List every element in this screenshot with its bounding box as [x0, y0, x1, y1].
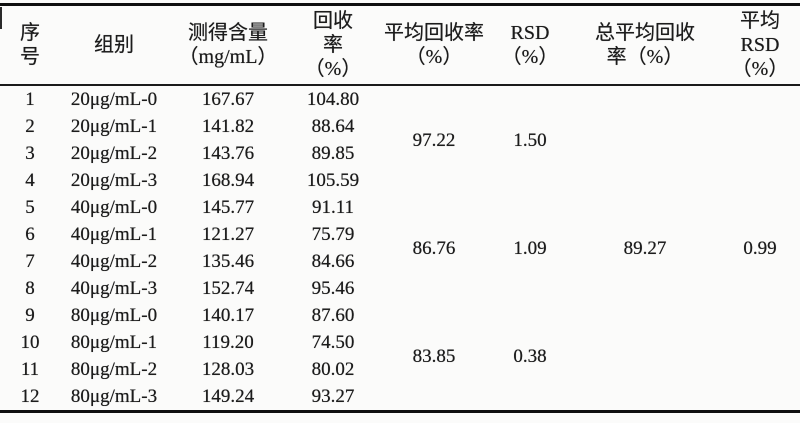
cell-group: 40μg/mL-0	[70, 197, 158, 218]
col-header-group: 组别	[94, 34, 134, 56]
col-header-recovery: 回收 率 （%）	[304, 10, 362, 80]
cell-rsd: 0.38	[513, 345, 547, 367]
cell-measured-content: 119.20	[202, 332, 254, 353]
cell-avg-rsd: 0.99	[743, 237, 777, 259]
cell-recovery: 75.79	[311, 224, 355, 245]
cell-measured-content: 135.46	[201, 251, 255, 272]
cell-serial-no: 7	[25, 251, 35, 272]
cell-group: 20μg/mL-3	[70, 170, 158, 191]
cell-serial-no: 5	[25, 197, 35, 218]
cell-rsd: 1.09	[513, 237, 547, 259]
cell-group: 80μg/mL-2	[70, 359, 158, 380]
scanned-table-page: 序 号 组别 测得含量 （mg/mL） 回收 率 （%） 平均回收率 （%） R…	[0, 3, 800, 423]
cell-serial-no: 3	[25, 143, 35, 164]
cell-measured-content: 141.82	[201, 116, 255, 137]
cell-avg-recovery: 83.85	[412, 345, 456, 367]
cell-total-avg-recovery: 89.27	[623, 237, 667, 259]
cell-recovery: 84.66	[311, 251, 355, 272]
table-row: 11 80μg/mL-2 128.03 80.02	[0, 356, 800, 383]
cell-recovery: 88.64	[311, 116, 355, 137]
cell-group: 80μg/mL-1	[70, 332, 158, 353]
cell-recovery: 104.80	[306, 89, 360, 110]
col-header-measured-content: 测得含量 （mg/mL）	[178, 22, 278, 68]
cell-recovery: 95.46	[311, 278, 355, 299]
cell-rsd: 1.50	[513, 129, 547, 151]
cell-group: 20μg/mL-2	[70, 143, 158, 164]
col-header-total-avg-recovery: 总平均回收 率（%）	[595, 22, 695, 68]
table-row: 5 40μg/mL-0 145.77 91.11 86.76 1.09	[0, 194, 800, 259]
cell-measured-content: 128.03	[201, 359, 255, 380]
cell-serial-no: 12	[20, 386, 40, 407]
cell-measured-content: 149.24	[201, 386, 255, 407]
cell-measured-content: 143.76	[201, 143, 255, 164]
header-row: 序 号 组别 测得含量 （mg/mL） 回收 率 （%） 平均回收率 （%） R…	[0, 5, 800, 85]
cell-measured-content: 152.74	[201, 278, 255, 299]
cell-measured-content: 168.94	[201, 170, 255, 191]
cell-serial-no: 10	[20, 332, 40, 353]
cell-recovery: 93.27	[311, 386, 355, 407]
table-row: 1 20μg/mL-0 167.67 104.80 97.22 1.50 89.27 0.99	[0, 85, 800, 259]
table-header: 序 号 组别 测得含量 （mg/mL） 回收 率 （%） 平均回收率 （%） R…	[0, 5, 800, 85]
table-row: 6 40μg/mL-1 121.27 75.79	[0, 221, 800, 248]
table-row: 10 80μg/mL-1 119.20 74.50	[0, 329, 800, 356]
cell-serial-no: 11	[20, 359, 40, 380]
cell-serial-no: 1	[25, 89, 35, 110]
cell-recovery: 74.50	[311, 332, 355, 353]
scan-edge-artifact	[0, 7, 2, 29]
col-header-serial-no: 序 号	[20, 22, 40, 68]
recovery-rate-table: 序 号 组别 测得含量 （mg/mL） 回收 率 （%） 平均回收率 （%） R…	[0, 3, 800, 413]
cell-avg-recovery: 86.76	[412, 237, 456, 259]
table-row: 4 20μg/mL-3 168.94 105.59	[0, 167, 800, 194]
cell-avg-recovery: 97.22	[412, 129, 456, 151]
col-header-rsd: RSD （%）	[501, 22, 559, 68]
table-body: 1 20μg/mL-0 167.67 104.80 97.22 1.50 89.27 0.99…	[0, 85, 800, 412]
cell-serial-no: 8	[25, 278, 35, 299]
table-row: 8 40μg/mL-3 152.74 95.46	[0, 275, 800, 302]
table-row: 7 40μg/mL-2 135.46 84.66	[0, 248, 800, 275]
table-row: 9 80μg/mL-0 140.17 87.60 83.85 0.38	[0, 302, 800, 367]
cell-group: 20μg/mL-0	[70, 89, 158, 110]
cell-serial-no: 4	[25, 170, 35, 191]
cell-measured-content: 145.77	[201, 197, 255, 218]
cell-measured-content: 167.67	[201, 89, 255, 110]
cell-serial-no: 2	[25, 116, 35, 137]
table-row: 2 20μg/mL-1 141.82 88.64	[0, 113, 800, 140]
cell-group: 40μg/mL-1	[70, 224, 158, 245]
cell-recovery: 89.85	[311, 143, 355, 164]
cell-group: 80μg/mL-0	[70, 305, 158, 326]
cell-recovery: 91.11	[311, 197, 355, 218]
cell-recovery: 87.60	[311, 305, 355, 326]
cell-group: 20μg/mL-1	[70, 116, 158, 137]
cell-serial-no: 9	[25, 305, 35, 326]
table-row: 3 20μg/mL-2 143.76 89.85	[0, 140, 800, 167]
col-header-avg-recovery: 平均回收率 （%）	[384, 22, 484, 68]
cell-measured-content: 140.17	[201, 305, 255, 326]
cell-serial-no: 6	[25, 224, 35, 245]
cell-recovery: 105.59	[306, 170, 360, 191]
cell-group: 80μg/mL-3	[70, 386, 158, 407]
col-header-avg-rsd: 平均 RSD （%）	[731, 10, 789, 80]
table-row: 12 80μg/mL-3 149.24 93.27	[0, 383, 800, 412]
cell-group: 40μg/mL-3	[70, 278, 158, 299]
cell-measured-content: 121.27	[201, 224, 255, 245]
cell-recovery: 80.02	[311, 359, 355, 380]
cell-group: 40μg/mL-2	[70, 251, 158, 272]
